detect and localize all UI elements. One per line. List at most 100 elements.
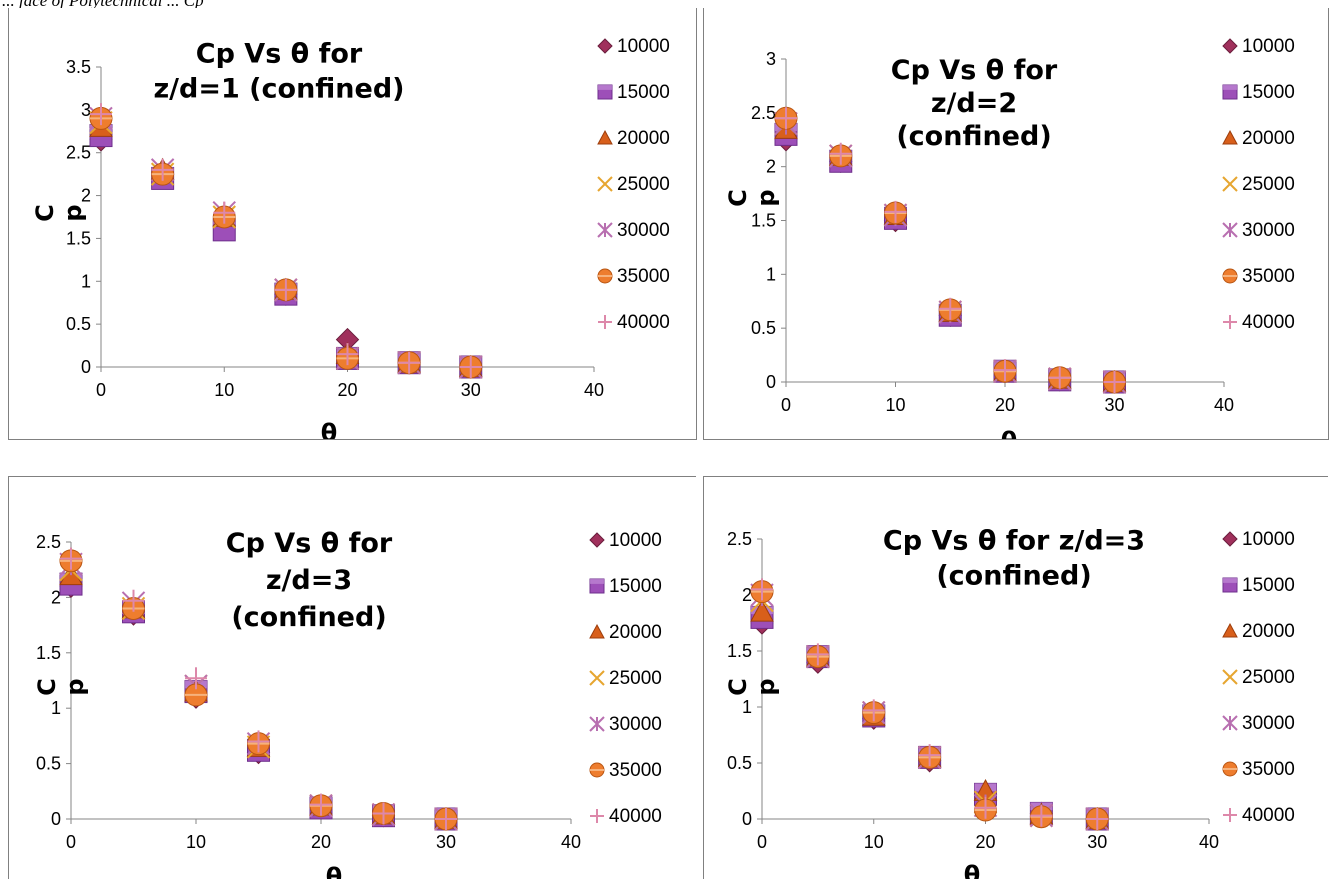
y-tick-label: 0 <box>766 372 776 392</box>
legend-label: 40000 <box>1242 312 1295 333</box>
legend-marker <box>589 762 605 778</box>
x-tick-label: 20 <box>311 832 331 852</box>
x-axis-label: θ <box>321 419 338 439</box>
legend-label: 40000 <box>1242 805 1295 826</box>
figure-caption: ... face of Polytechnical ... Cp <box>2 0 204 10</box>
y-tick-label: 1 <box>51 698 61 718</box>
x-tick-label: 30 <box>436 832 456 852</box>
y-tick-label: 3 <box>766 49 776 69</box>
y-tick-label: 3 <box>81 100 91 120</box>
x-tick-label: 30 <box>461 380 481 400</box>
legend-marker <box>1222 669 1238 685</box>
chart-4-svg: 0 0.5 1 1.5 2 2.5 0 10 20 30 40 Cp Vs θ for z/d=3 (c… <box>724 525 1295 879</box>
chart-title-line: z/d=2 <box>931 88 1017 119</box>
x-tick-label: 10 <box>214 380 234 400</box>
data-point-40000 <box>974 796 997 819</box>
legend-marker <box>597 38 613 54</box>
legend-marker <box>598 315 612 329</box>
y-tick-label: 2.5 <box>66 143 91 163</box>
y-axis-label-line: C <box>724 678 752 696</box>
legend-marker <box>1222 715 1238 731</box>
chart-title-line: Cp Vs θ for <box>196 38 363 69</box>
y-tick-label: 0 <box>51 809 61 829</box>
legend-marker <box>589 578 605 594</box>
y-axis-label-line: C <box>31 204 59 222</box>
data-point-40000 <box>398 351 421 374</box>
chart-title-line: (confined) <box>231 602 386 633</box>
legend-label: 20000 <box>1242 621 1295 642</box>
legend-label: 15000 <box>617 82 670 103</box>
chart-title-line: (confined) <box>936 560 1091 591</box>
legend-label: 10000 <box>1242 529 1295 550</box>
y-axis-label-line: p <box>752 678 780 695</box>
x-tick-label: 40 <box>1214 395 1234 415</box>
y-tick-label: 0.5 <box>66 314 91 334</box>
data-point-40000 <box>185 667 207 690</box>
legend-label: 25000 <box>609 668 662 689</box>
legend-label: 15000 <box>1242 82 1295 103</box>
legend-label: 30000 <box>1242 220 1295 241</box>
chart-title-line: Cp Vs θ for z/d=3 <box>883 525 1145 556</box>
x-tick-label: 0 <box>96 380 106 400</box>
legend-label: 25000 <box>1242 174 1295 195</box>
legend-label: 15000 <box>1242 575 1295 596</box>
x-tick-label: 30 <box>1087 832 1107 852</box>
chart-panel-1: 0 0.5 1 1.5 2 2.5 3 3.5 0 10 20 30 40 Cp Vs θ for z/d=… <box>8 8 697 440</box>
legend-marker <box>1223 315 1237 329</box>
chart-panel-2: 0 0.5 1 1.5 2 2.5 3 0 10 20 30 40 Cp Vs θ for z/d=2 (c… <box>703 8 1329 440</box>
y-tick-label: 2.5 <box>727 529 752 549</box>
y-tick-label: 0.5 <box>36 754 61 774</box>
x-tick-label: 30 <box>1104 395 1124 415</box>
chart-title-line: (confined) <box>896 121 1051 152</box>
y-tick-label: 2 <box>51 587 61 607</box>
y-tick-label: 0.5 <box>727 753 752 773</box>
y-tick-label: 2.5 <box>751 103 776 123</box>
x-axis-label: θ <box>964 861 981 879</box>
chart-title-line: z/d=1 (confined) <box>153 73 404 104</box>
legend-marker <box>1222 268 1238 284</box>
y-tick-label: 3.5 <box>66 57 91 77</box>
x-tick-label: 40 <box>584 380 604 400</box>
data-point-40000 <box>1030 804 1053 827</box>
data-point-40000 <box>274 278 297 301</box>
legend-label: 35000 <box>609 760 662 781</box>
x-tick-label: 10 <box>186 832 206 852</box>
data-point-40000 <box>213 201 236 224</box>
data-point-40000 <box>1086 808 1109 830</box>
legend-label: 35000 <box>617 266 670 287</box>
legend-label: 20000 <box>1242 128 1295 149</box>
y-tick-label: 2 <box>81 186 91 206</box>
x-tick-label: 20 <box>995 395 1015 415</box>
legend-label: 35000 <box>1242 266 1295 287</box>
legend-marker <box>1223 808 1237 822</box>
data-point-40000 <box>775 107 797 130</box>
data-point-40000 <box>862 699 885 722</box>
x-tick-label: 10 <box>864 832 884 852</box>
data-point-40000 <box>939 297 962 320</box>
legend-marker <box>589 532 605 548</box>
x-tick-label: 20 <box>975 832 995 852</box>
y-tick-label: 2 <box>766 157 776 177</box>
legend-marker <box>590 809 604 823</box>
y-axis-label-line: C <box>724 189 752 207</box>
data-point-40000 <box>806 643 829 666</box>
y-tick-label: 1 <box>766 264 776 284</box>
chart-panel-4: 0 0.5 1 1.5 2 2.5 0 10 20 30 40 Cp Vs θ for z/d=3 (c… <box>703 476 1328 879</box>
legend-marker <box>597 176 613 192</box>
y-tick-label: 1.5 <box>66 228 91 248</box>
legend-marker <box>1222 761 1238 777</box>
data-point-40000 <box>1103 371 1126 393</box>
y-tick-label: 1 <box>81 271 91 291</box>
legend-marker <box>1222 84 1238 100</box>
legend-label: 40000 <box>609 806 662 827</box>
data-point-40000 <box>751 578 773 601</box>
legend-label: 10000 <box>609 530 662 551</box>
x-tick-label: 40 <box>1199 832 1219 852</box>
legend-marker <box>1222 222 1238 238</box>
data-point-40000 <box>372 802 395 825</box>
data-point-40000 <box>151 158 174 181</box>
